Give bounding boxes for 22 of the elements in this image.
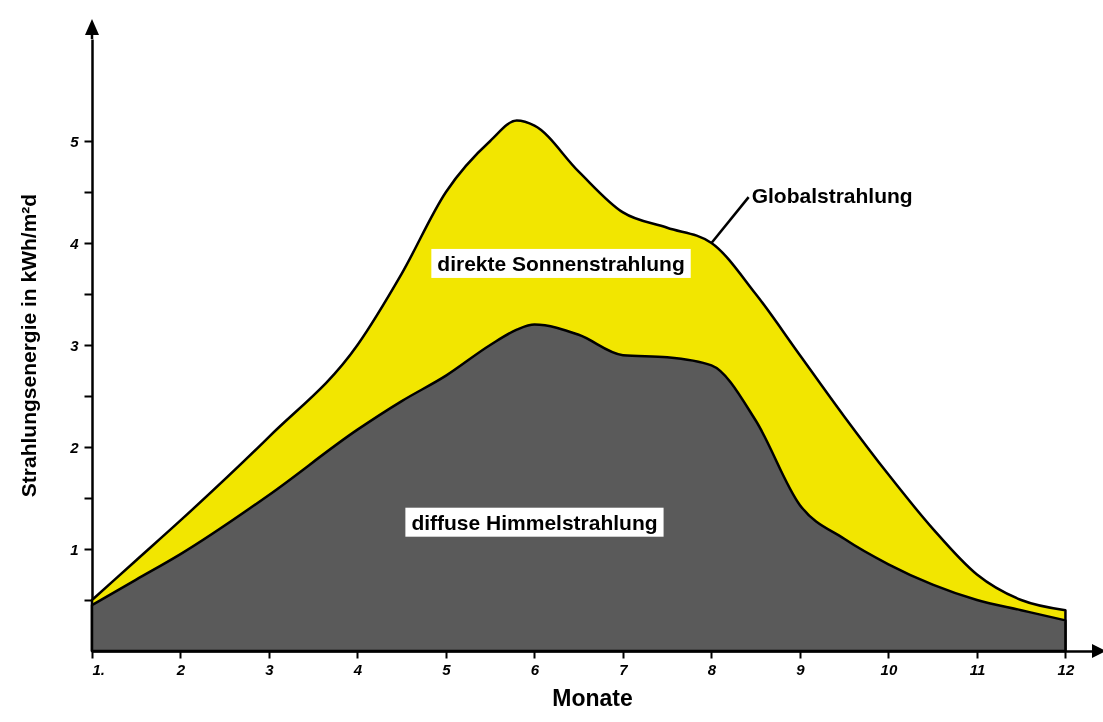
- x-tick-label: 2: [175, 660, 186, 678]
- x-axis-title: Monate: [552, 684, 633, 711]
- x-tick-label: 3: [265, 660, 275, 678]
- series-label: diffuse Himmelstrahlung: [411, 510, 658, 534]
- annotation: direkte Sonnenstrahlung: [437, 251, 685, 275]
- x-tick-label: 4: [352, 660, 363, 678]
- text: Globalstrahlung: [751, 184, 913, 208]
- y-axis-title: Strahlungsenergie in kWh/m²d: [17, 193, 41, 498]
- x-tick-label: 11: [969, 660, 986, 678]
- x-tick-label: 1.: [92, 660, 106, 678]
- y-tick-label: 1: [70, 540, 79, 558]
- y-tick-label: 2: [69, 438, 80, 456]
- x-tick-label: 5: [442, 660, 452, 678]
- x-tick-label: 10: [880, 660, 898, 678]
- x-tick-label: 6: [530, 660, 540, 678]
- x-tick-label: 9: [796, 660, 806, 678]
- x-tick-label: 7: [619, 660, 629, 678]
- y-tick-label: 4: [69, 234, 80, 252]
- y-tick-label: 3: [70, 336, 80, 354]
- x-tick-label: 8: [707, 660, 717, 678]
- y-tick-label: 5: [70, 132, 80, 150]
- x-tick-label: 12: [1057, 660, 1075, 678]
